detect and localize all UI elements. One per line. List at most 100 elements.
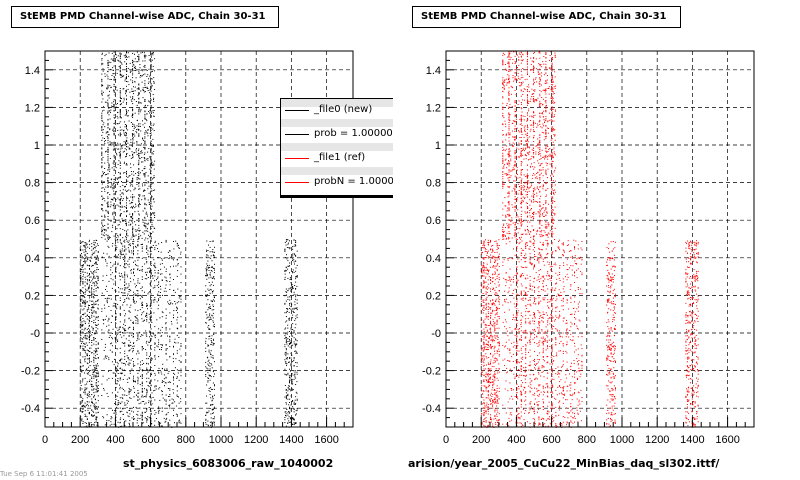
data-point <box>143 174 145 176</box>
data-point <box>286 291 288 293</box>
data-point <box>150 115 152 117</box>
data-point <box>97 388 99 390</box>
data-point <box>113 197 115 199</box>
data-point <box>210 404 212 405</box>
data-point <box>97 347 99 349</box>
data-point <box>292 314 294 316</box>
y-tick-label: 0.8 <box>25 178 40 190</box>
data-point <box>137 295 139 297</box>
data-point <box>296 366 298 367</box>
data-point <box>126 144 127 146</box>
data-point <box>483 320 485 322</box>
data-point <box>120 134 122 135</box>
data-point <box>167 381 169 383</box>
data-point <box>104 168 106 169</box>
data-point <box>89 281 91 283</box>
data-point <box>112 224 114 226</box>
data-point <box>89 334 90 336</box>
data-point <box>119 58 121 60</box>
data-point <box>292 288 294 290</box>
data-point <box>483 359 485 361</box>
data-point <box>146 363 148 365</box>
data-point <box>484 410 486 412</box>
data-point <box>80 293 82 295</box>
data-point <box>119 379 121 381</box>
data-point <box>214 251 215 253</box>
data-point <box>113 186 115 188</box>
data-point <box>173 379 174 381</box>
data-point <box>113 126 115 128</box>
data-point <box>86 289 88 291</box>
data-point <box>116 177 118 179</box>
data-point <box>180 371 182 373</box>
data-point <box>284 335 286 337</box>
data-point <box>161 311 163 313</box>
data-point <box>80 243 82 244</box>
data-point <box>150 158 152 160</box>
data-point <box>146 86 148 88</box>
data-point <box>173 317 174 319</box>
data-point <box>494 329 496 331</box>
data-point <box>150 401 152 403</box>
data-point <box>114 410 116 412</box>
data-point <box>81 401 83 403</box>
data-point <box>173 265 174 267</box>
data-point <box>143 168 145 170</box>
data-point <box>147 358 149 360</box>
data-point <box>112 128 114 130</box>
data-point <box>138 70 140 72</box>
data-point <box>95 375 97 377</box>
data-point <box>144 168 146 169</box>
data-point <box>126 70 128 72</box>
data-point <box>138 101 140 103</box>
data-point <box>295 352 297 354</box>
data-point <box>286 358 288 360</box>
data-point <box>210 300 212 302</box>
data-point <box>175 265 177 267</box>
data-point <box>80 301 82 303</box>
data-point <box>96 267 98 269</box>
data-point <box>111 184 113 186</box>
data-point <box>102 137 104 139</box>
data-point <box>489 249 491 251</box>
data-point <box>214 269 215 271</box>
data-point <box>114 358 116 360</box>
data-point <box>86 403 88 405</box>
data-point <box>141 411 143 413</box>
data-point <box>167 388 169 389</box>
data-point <box>89 259 91 261</box>
data-point <box>130 157 132 159</box>
data-point <box>135 149 137 151</box>
data-point <box>169 273 171 275</box>
data-point <box>150 367 152 368</box>
data-point <box>148 402 150 404</box>
data-point <box>145 86 147 88</box>
data-point <box>109 141 111 143</box>
data-point <box>487 325 489 326</box>
data-point <box>123 250 125 252</box>
data-point <box>150 228 152 230</box>
data-point <box>150 270 152 272</box>
data-point <box>169 328 171 330</box>
data-point <box>120 103 121 105</box>
data-point <box>483 424 485 426</box>
data-point <box>132 154 134 156</box>
data-point <box>123 211 125 213</box>
data-point <box>160 422 162 424</box>
data-point <box>171 398 173 400</box>
data-point <box>84 297 86 298</box>
data-point <box>165 414 167 416</box>
data-point <box>111 315 113 317</box>
data-point <box>112 162 114 164</box>
data-point <box>137 55 138 57</box>
data-point <box>129 213 131 215</box>
data-point <box>120 77 122 78</box>
data-point <box>482 420 484 422</box>
data-point <box>101 187 103 189</box>
data-point <box>207 424 209 426</box>
data-point <box>147 82 149 84</box>
data-point <box>492 309 494 311</box>
data-point <box>157 380 159 382</box>
data-point <box>93 275 95 277</box>
data-point <box>117 378 119 379</box>
